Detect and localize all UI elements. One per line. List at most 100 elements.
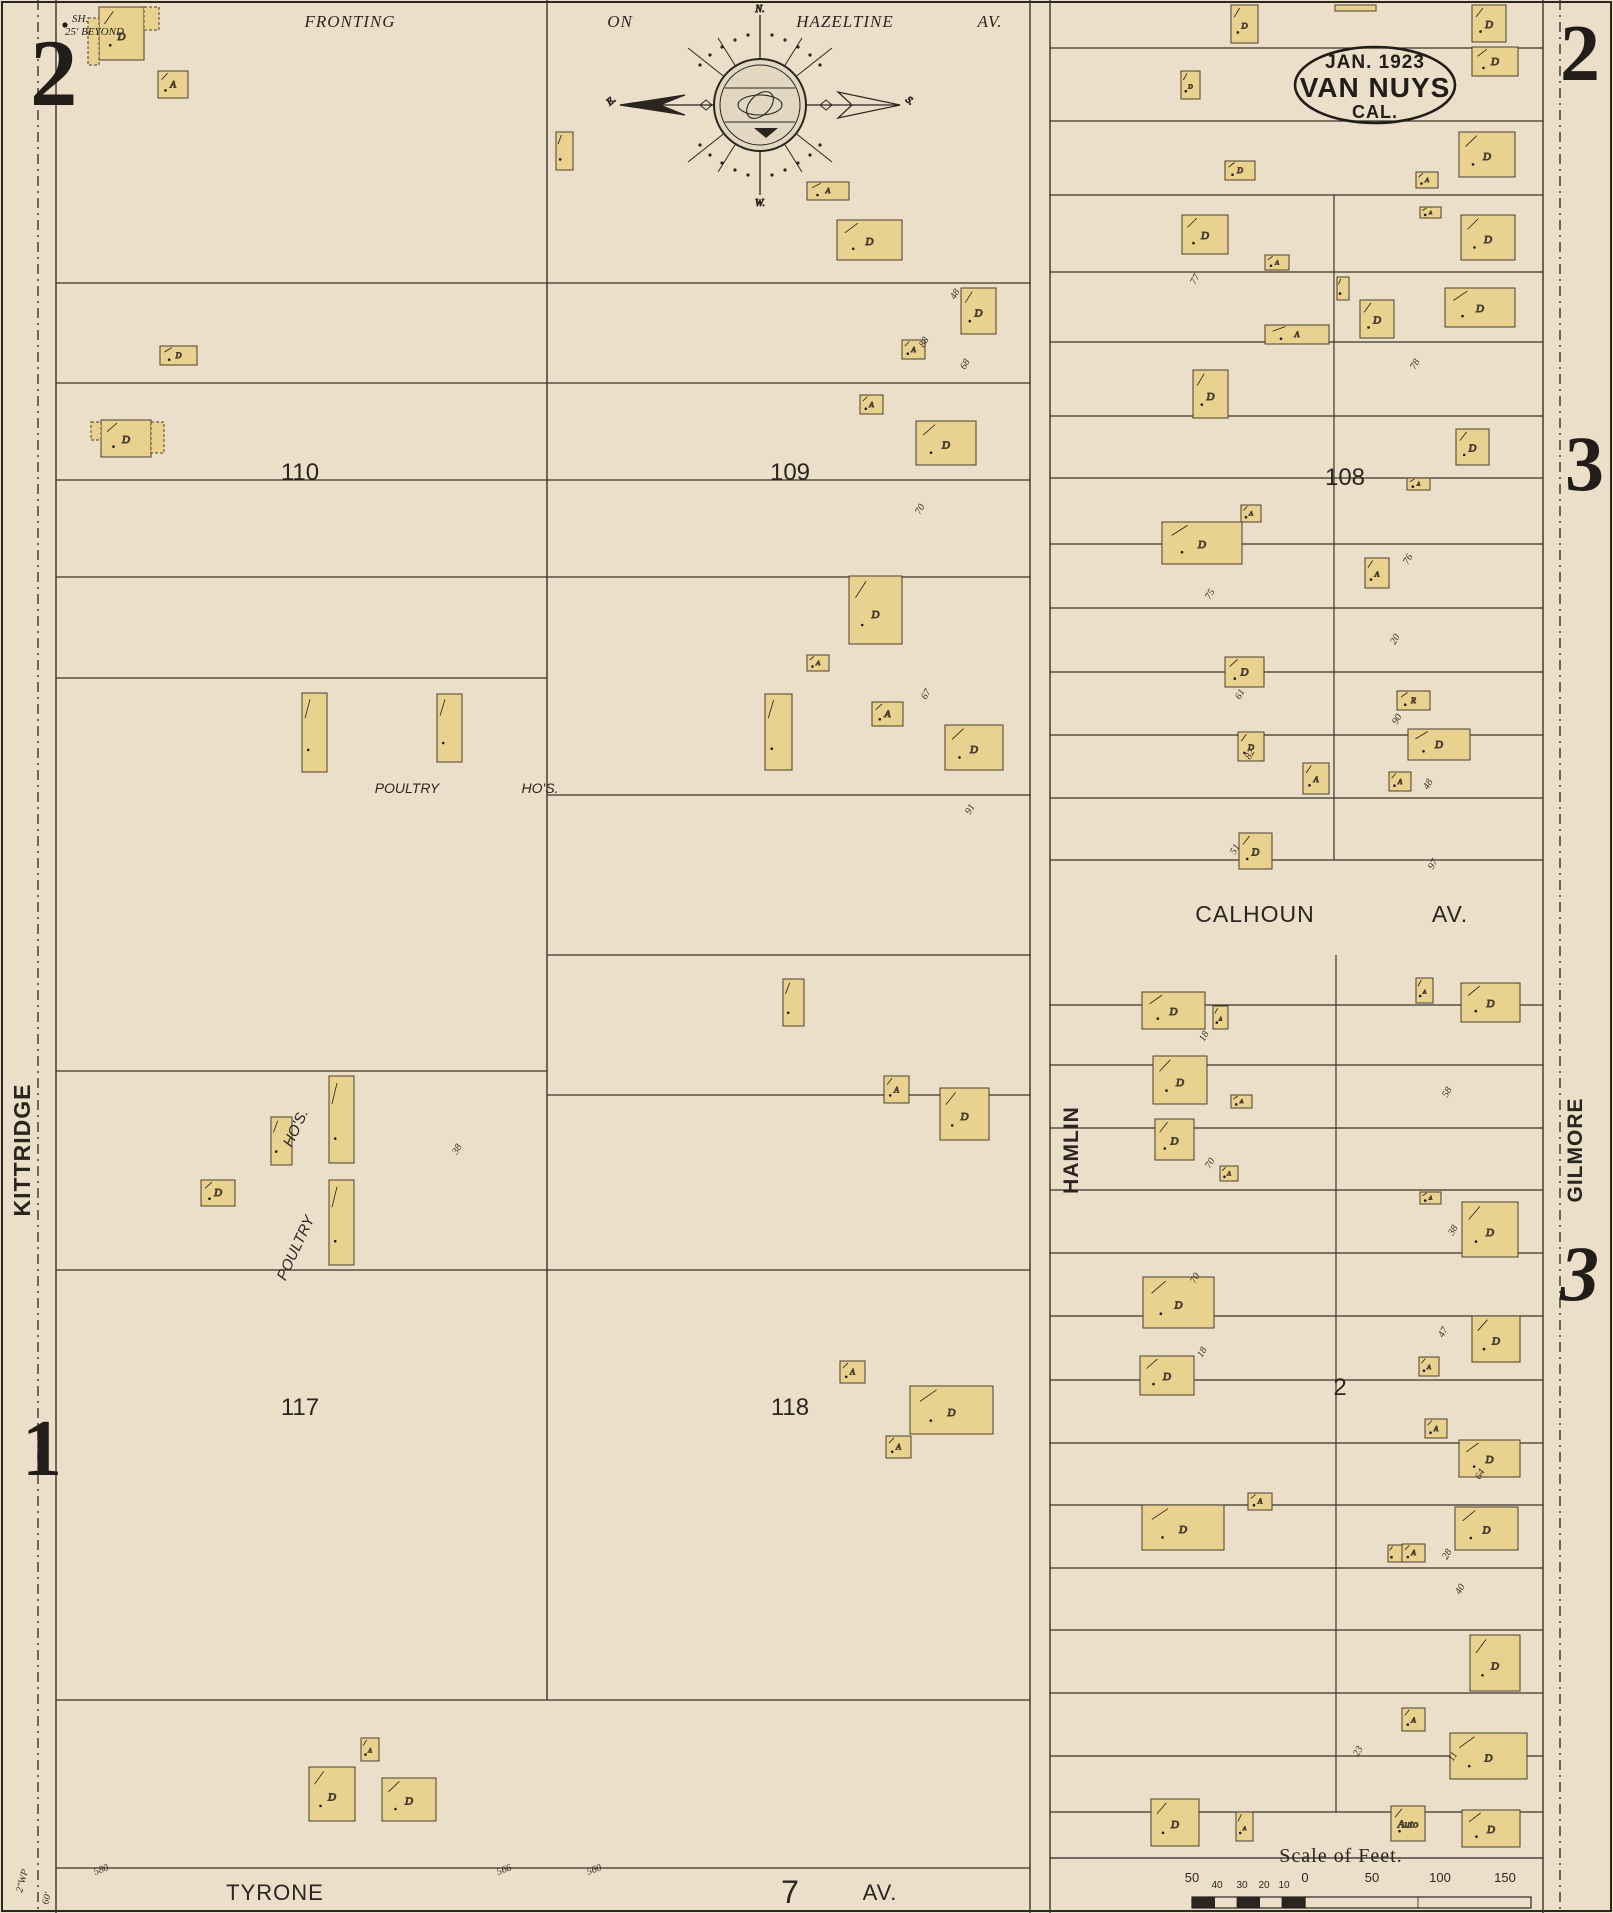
svg-text:D: D <box>865 236 874 248</box>
svg-text:POULTRY: POULTRY <box>375 780 441 796</box>
svg-text:AV.: AV. <box>863 1880 898 1905</box>
svg-text:A: A <box>825 186 831 195</box>
svg-text:D: D <box>175 351 182 360</box>
svg-text:118: 118 <box>771 1394 809 1421</box>
svg-text:D: D <box>1485 1227 1494 1239</box>
svg-text:A: A <box>893 1086 899 1095</box>
svg-text:A: A <box>1374 570 1380 579</box>
svg-text:A: A <box>895 1443 901 1452</box>
svg-text:D: D <box>1468 443 1477 454</box>
svg-text:A: A <box>1218 1017 1222 1022</box>
svg-text:D: D <box>1206 391 1215 403</box>
svg-text:50: 50 <box>1185 1870 1199 1885</box>
svg-text:R: R <box>1410 696 1416 705</box>
svg-text:D: D <box>1484 1753 1493 1765</box>
svg-text:N.: N. <box>754 4 764 15</box>
svg-text:D: D <box>871 609 880 621</box>
svg-text:3: 3 <box>1565 420 1604 507</box>
svg-text:D: D <box>1197 539 1206 551</box>
svg-text:20: 20 <box>1258 1880 1270 1891</box>
svg-text:25' BEYOND: 25' BEYOND <box>65 26 124 38</box>
svg-text:AV.: AV. <box>977 12 1003 31</box>
svg-text:D: D <box>1174 1300 1183 1312</box>
svg-text:ON: ON <box>607 12 633 31</box>
svg-text:CAL.: CAL. <box>1352 102 1398 122</box>
svg-text:Auto: Auto <box>1397 1819 1419 1831</box>
svg-text:108: 108 <box>1325 464 1365 491</box>
svg-text:D: D <box>1482 151 1491 163</box>
svg-text:D: D <box>1240 667 1249 679</box>
svg-text:SH.: SH. <box>72 13 88 25</box>
svg-text:A: A <box>1312 775 1319 784</box>
svg-text:A: A <box>1274 259 1279 266</box>
svg-text:A: A <box>1257 1498 1263 1506</box>
svg-text:D: D <box>947 1407 956 1419</box>
svg-text:GILMORE: GILMORE <box>1564 1098 1587 1203</box>
svg-text:KITTRIDGE: KITTRIDGE <box>9 1084 35 1217</box>
svg-text:D: D <box>404 1796 413 1808</box>
svg-text:A: A <box>883 709 891 720</box>
svg-text:3: 3 <box>1559 1230 1599 1317</box>
svg-text:TYRONE: TYRONE <box>226 1880 324 1905</box>
svg-text:10: 10 <box>1278 1880 1290 1891</box>
svg-text:A: A <box>1433 1425 1439 1433</box>
svg-text:A: A <box>1242 1826 1247 1832</box>
svg-text:CALHOUN: CALHOUN <box>1195 901 1314 927</box>
svg-text:A: A <box>1248 511 1253 518</box>
svg-text:D: D <box>1484 19 1493 31</box>
svg-text:A: A <box>1239 1099 1244 1105</box>
svg-text:D: D <box>1169 1006 1178 1018</box>
svg-text:FRONTING: FRONTING <box>303 12 395 31</box>
svg-text:2: 2 <box>1333 1374 1346 1401</box>
svg-text:D: D <box>1485 1454 1494 1466</box>
svg-text:A: A <box>849 1368 855 1377</box>
svg-text:D: D <box>1483 234 1492 246</box>
svg-text:2: 2 <box>1560 10 1600 98</box>
svg-text:110: 110 <box>281 459 319 486</box>
svg-text:A: A <box>1410 1548 1416 1557</box>
svg-text:D: D <box>1486 998 1495 1010</box>
svg-text:A: A <box>1226 1171 1231 1177</box>
svg-text:117: 117 <box>281 1394 319 1421</box>
svg-text:100: 100 <box>1429 1870 1451 1885</box>
svg-text:A: A <box>868 400 874 409</box>
svg-text:D: D <box>1175 1077 1184 1089</box>
svg-text:A: A <box>367 1748 372 1754</box>
svg-text:A: A <box>1422 990 1427 996</box>
svg-text:D: D <box>1178 1524 1187 1536</box>
svg-text:D: D <box>1236 166 1243 175</box>
svg-text:HO'S.: HO'S. <box>522 780 559 796</box>
svg-text:Scale of Feet.: Scale of Feet. <box>1279 1845 1402 1867</box>
svg-text:50: 50 <box>1365 1870 1379 1885</box>
svg-text:A: A <box>1426 1364 1431 1371</box>
svg-text:A: A <box>1397 778 1403 786</box>
svg-text:JAN. 1923: JAN. 1923 <box>1325 52 1425 73</box>
svg-text:D: D <box>121 434 130 446</box>
svg-text:30: 30 <box>1236 1880 1248 1891</box>
svg-text:D: D <box>974 308 983 320</box>
svg-text:109: 109 <box>770 459 810 486</box>
svg-text:A: A <box>910 345 916 354</box>
svg-text:D: D <box>1240 21 1248 31</box>
svg-text:AV.: AV. <box>1432 901 1468 927</box>
svg-text:D: D <box>960 1111 969 1123</box>
svg-text:A: A <box>1410 1715 1416 1724</box>
svg-text:D: D <box>1490 1661 1499 1673</box>
svg-text:7: 7 <box>781 1874 799 1910</box>
svg-text:D: D <box>1170 1819 1179 1831</box>
svg-text:D: D <box>969 744 978 756</box>
svg-text:D: D <box>1475 303 1484 315</box>
svg-text:D: D <box>1434 739 1443 751</box>
svg-text:D: D <box>1372 315 1381 327</box>
svg-text:D: D <box>1162 1371 1171 1383</box>
svg-text:D: D <box>1170 1135 1179 1147</box>
svg-text:D: D <box>1490 56 1499 68</box>
svg-text:HAMLIN: HAMLIN <box>1060 1106 1083 1194</box>
svg-text:VAN NUYS: VAN NUYS <box>1300 72 1451 103</box>
svg-text:D: D <box>1187 84 1193 90</box>
svg-text:0: 0 <box>1301 1870 1308 1885</box>
svg-text:D: D <box>213 1187 222 1199</box>
svg-text:1: 1 <box>22 1405 62 1493</box>
svg-text:40: 40 <box>1211 1880 1223 1891</box>
svg-text:D: D <box>941 439 950 451</box>
